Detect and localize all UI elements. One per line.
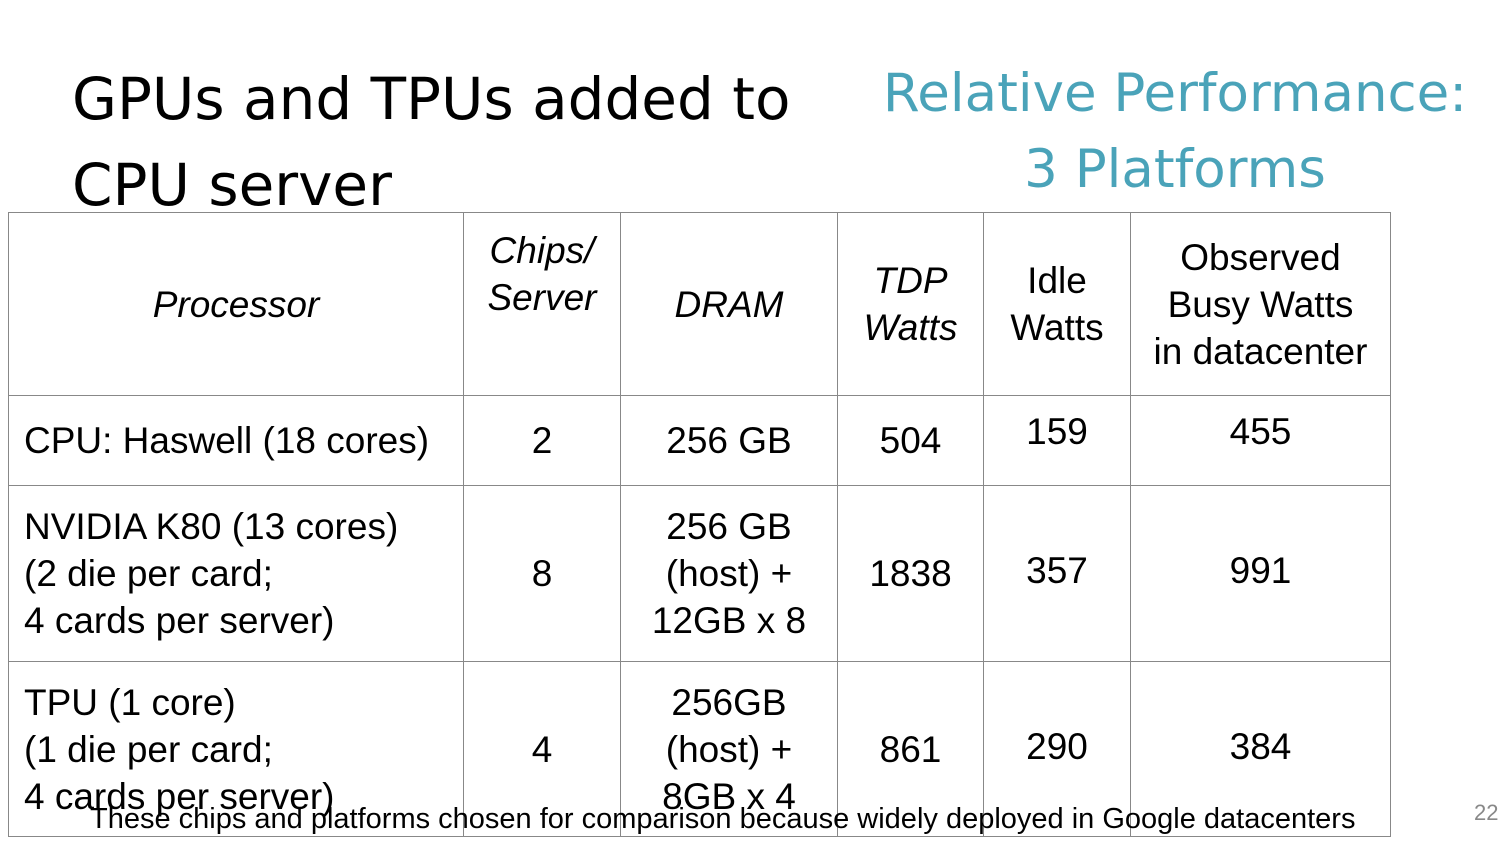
header-chips-per-server: Chips/ Server	[463, 212, 621, 396]
cell-tdp-watts: 504	[837, 395, 984, 486]
dram-line: 8GB x 4	[662, 775, 796, 817]
header-chips-line-2: Server	[487, 277, 597, 318]
header-idle-watts: Idle Watts	[983, 212, 1131, 396]
cell-processor: TPU (1 core) (1 die per card; 4 cards pe…	[8, 661, 464, 837]
processor-line: TPU (1 core)	[24, 681, 236, 723]
header-chips-line-1: Chips/	[489, 230, 595, 271]
cell-idle-watts: 290	[983, 661, 1131, 837]
cell-processor: CPU: Haswell (18 cores)	[8, 395, 464, 486]
cell-dram: 256 GB (host) + 12GB x 8	[620, 485, 838, 662]
cell-busy-watts: 991	[1130, 485, 1391, 662]
slide-subtitle-line-1: Relative Performance:	[882, 63, 1468, 124]
header-tdp-line-1: TDP	[873, 260, 948, 301]
dram-line: (host) +	[665, 728, 793, 770]
dram-line: 256GB	[671, 681, 787, 723]
header-dram-label: DRAM	[674, 283, 784, 325]
header-busy-line-2: Busy Watts	[1167, 283, 1354, 325]
platform-specs-table: Processor Chips/ Server DRAM TDP Watts I…	[8, 212, 1391, 837]
processor-line: NVIDIA K80 (13 cores)	[24, 506, 399, 547]
cell-busy-watts: 455	[1130, 395, 1391, 486]
cell-chips: 8	[463, 485, 621, 662]
footer-note: These chips and platforms chosen for com…	[90, 803, 1356, 835]
dram-line: (host) +	[665, 553, 793, 594]
processor-line: (2 die per card;	[24, 553, 273, 594]
header-idle-line-2: Watts	[1010, 307, 1104, 348]
processor-line: CPU: Haswell (18 cores)	[24, 420, 430, 461]
slide-subtitle-line-2: 3 Platforms	[1024, 139, 1326, 200]
table-header-row: Processor Chips/ Server DRAM TDP Watts I…	[8, 212, 1391, 396]
cell-chips: 2	[463, 395, 621, 486]
dram-line: 256 GB	[666, 506, 792, 547]
cell-idle-watts: 159	[983, 395, 1131, 486]
header-idle-line-1: Idle	[1027, 260, 1087, 301]
cell-processor: NVIDIA K80 (13 cores) (2 die per card; 4…	[8, 485, 464, 662]
header-observed-busy-watts: Observed Busy Watts in datacenter	[1130, 212, 1391, 396]
slide-subtitle: Relative Performance: 3 Platforms	[860, 56, 1490, 208]
dram-line: 12GB x 8	[651, 600, 807, 641]
slide-title-line-1: GPUs and TPUs added to	[72, 65, 791, 133]
header-dram: DRAM	[620, 212, 838, 396]
slide-title: GPUs and TPUs added to CPU server	[72, 56, 832, 228]
dram-line: 256 GB	[666, 420, 792, 461]
cell-dram: 256 GB	[620, 395, 838, 486]
cell-idle-watts: 357	[983, 485, 1131, 662]
table-row: CPU: Haswell (18 cores) 2 256 GB 504 159…	[8, 395, 1391, 486]
header-tdp-line-2: Watts	[863, 307, 958, 348]
header-processor-label: Processor	[152, 283, 320, 325]
processor-line: 4 cards per server)	[24, 600, 335, 641]
slide-title-line-2: CPU server	[72, 151, 392, 219]
page-number: 22	[1474, 800, 1499, 825]
header-processor: Processor	[8, 212, 464, 396]
header-tdp-watts: TDP Watts	[837, 212, 984, 396]
header-busy-line-3: in datacenter	[1153, 330, 1368, 372]
processor-line: (1 die per card;	[24, 728, 273, 770]
table-row: NVIDIA K80 (13 cores) (2 die per card; 4…	[8, 485, 1391, 662]
cell-tdp-watts: 1838	[837, 485, 984, 662]
cell-chips: 4	[463, 661, 621, 837]
header-busy-line-1: Observed	[1180, 236, 1341, 278]
processor-line: 4 cards per server)	[24, 775, 335, 817]
cell-busy-watts: 384	[1130, 661, 1391, 837]
cell-tdp-watts: 861	[837, 661, 984, 837]
table-row: TPU (1 core) (1 die per card; 4 cards pe…	[8, 661, 1391, 837]
